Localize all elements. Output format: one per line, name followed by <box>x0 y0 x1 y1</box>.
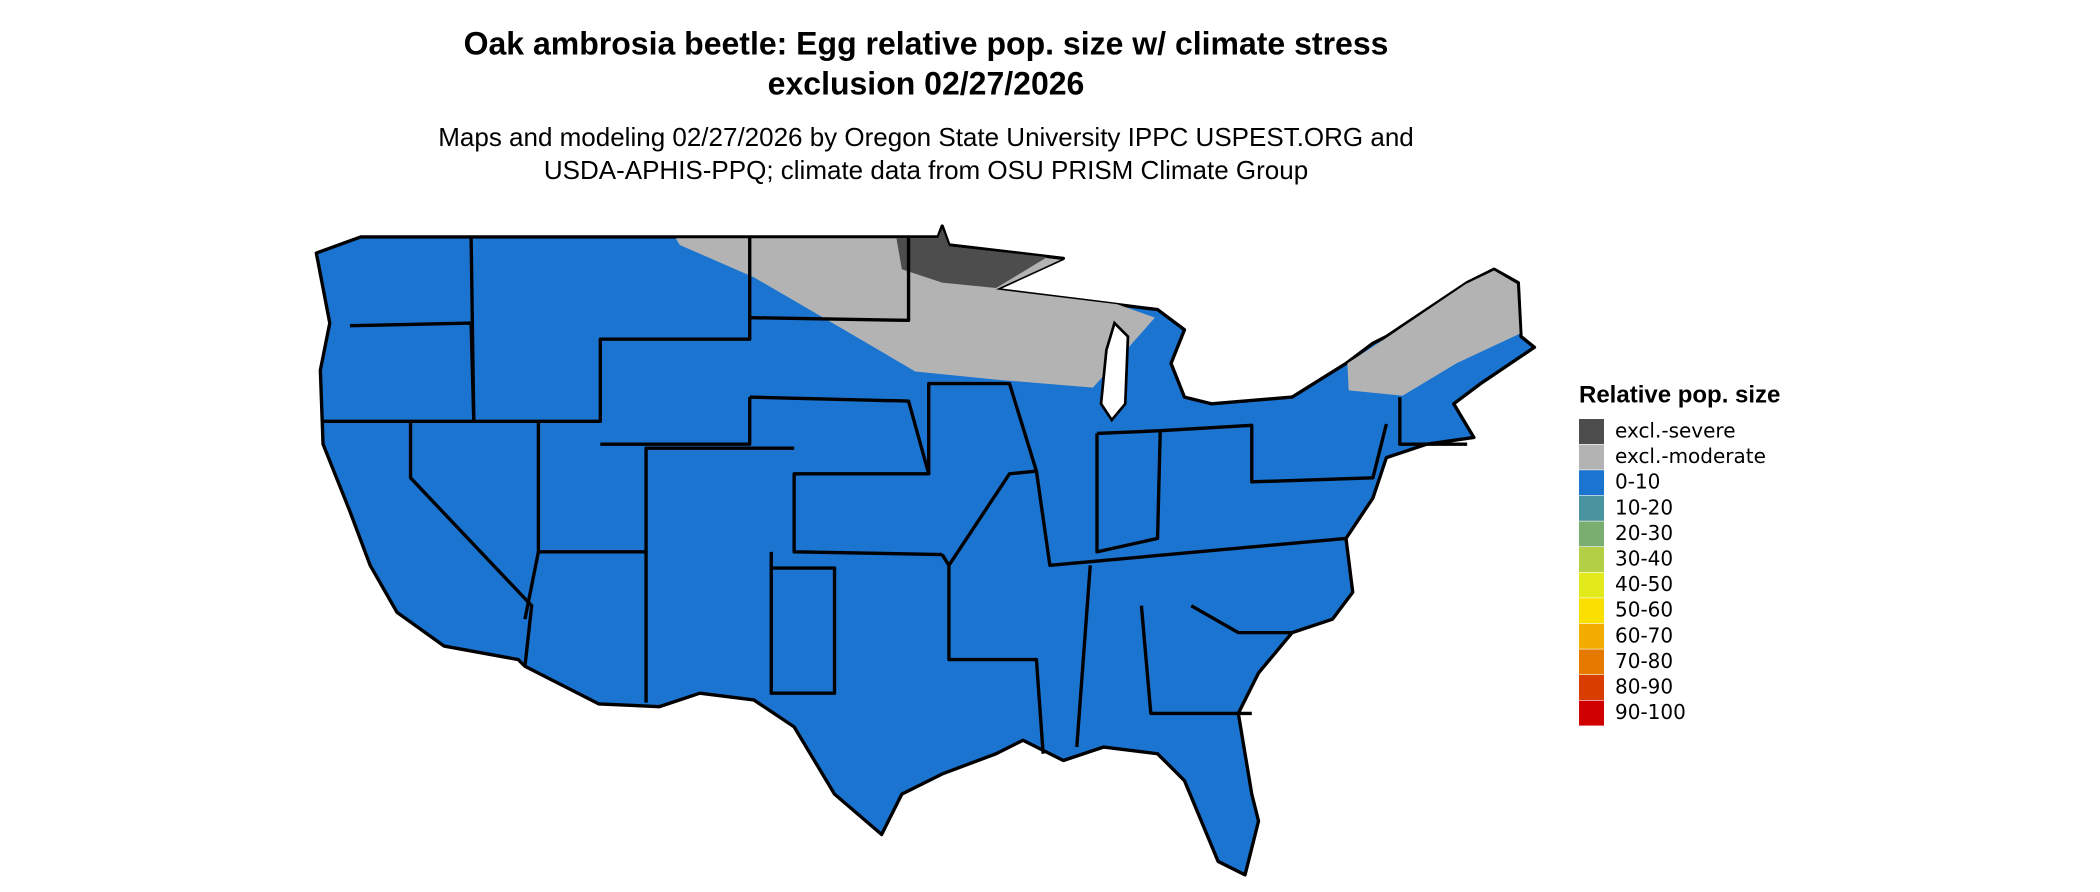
legend-swatch <box>1579 470 1604 496</box>
map <box>314 224 1537 877</box>
legend-swatch <box>1579 675 1604 700</box>
subtitle-line: Maps and modeling 02/27/2026 by Oregon S… <box>438 122 1414 152</box>
legend-label: 80-90 <box>1615 675 1673 699</box>
legend-label: 40-50 <box>1615 572 1673 596</box>
legend-swatch <box>1579 495 1604 521</box>
legend-label: 50-60 <box>1615 598 1673 622</box>
legend-label: excl.-moderate <box>1615 444 1766 468</box>
legend-swatch <box>1579 547 1604 572</box>
legend-swatch <box>1579 700 1604 726</box>
legend-swatch <box>1579 623 1604 649</box>
legend-label: 10-20 <box>1615 495 1673 519</box>
legend-swatch <box>1579 419 1604 444</box>
subtitle-line: USDA-APHIS-PPQ; climate data from OSU PR… <box>544 155 1308 185</box>
legend-swatch <box>1579 649 1604 675</box>
legend-label: excl.-severe <box>1615 419 1736 443</box>
legend-label: 70-80 <box>1615 649 1673 673</box>
excluded-moderate <box>675 228 1155 388</box>
title-line: exclusion 02/27/2026 <box>768 65 1085 101</box>
excluded-severe <box>896 228 1048 289</box>
state-borders <box>323 236 1468 754</box>
legend-swatch <box>1579 598 1604 624</box>
legend-label: 0-10 <box>1615 470 1660 494</box>
title-line: Oak ambrosia beetle: Egg relative pop. s… <box>464 25 1389 61</box>
lake-michigan <box>1099 320 1130 423</box>
legend-swatch <box>1579 572 1604 598</box>
legend-title: Relative pop. size <box>1579 381 1780 408</box>
legend-label: 60-70 <box>1615 623 1673 647</box>
legend: excl.-severeexcl.-moderate0-1010-2020-30… <box>1579 419 1766 726</box>
excluded-moderate <box>1347 270 1520 396</box>
legend-label: 30-40 <box>1615 547 1673 571</box>
legend-swatch <box>1579 521 1604 547</box>
legend-swatch <box>1579 444 1604 470</box>
legend-label: 20-30 <box>1615 521 1673 545</box>
legend-label: 90-100 <box>1615 700 1686 724</box>
